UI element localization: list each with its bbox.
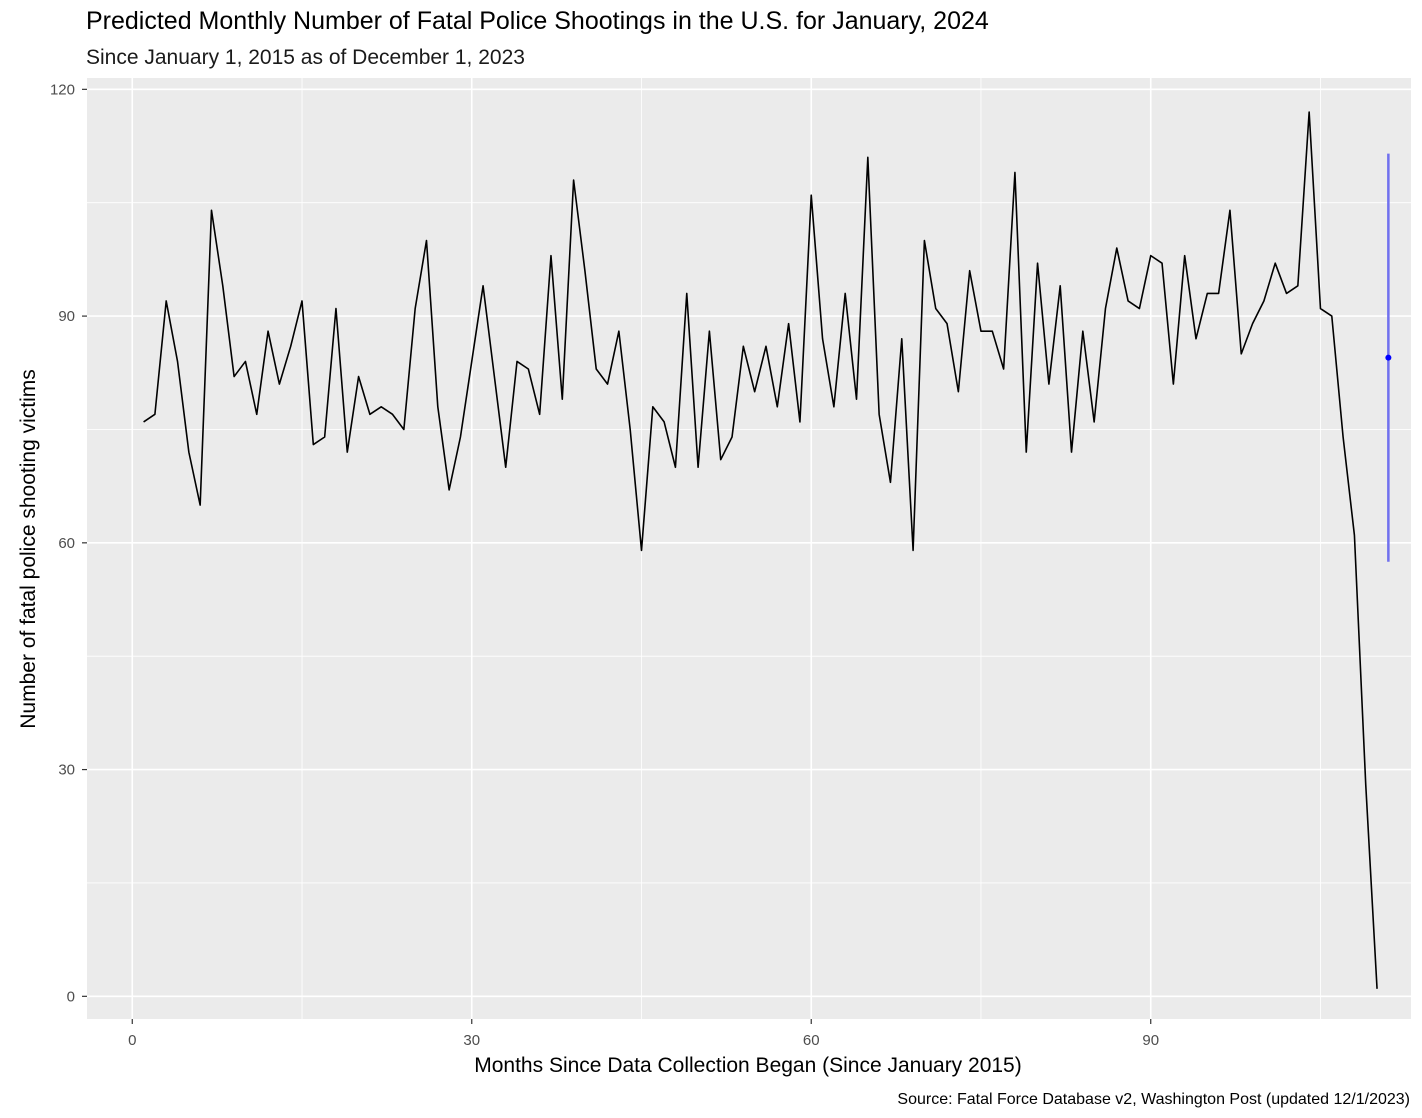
y-axis-ticks: 0 30 60 90 120 [50,81,87,1005]
x-axis-title: Months Since Data Collection Began (Sinc… [474,1054,1021,1077]
y-tick-label: 90 [58,308,75,325]
series-layer [143,111,1378,989]
y-axis-title: Number of fatal police shooting victims [17,369,40,729]
source-caption: Source: Fatal Force Database v2, Washing… [897,1091,1410,1108]
series-line [143,111,1378,989]
x-tick-label: 90 [1142,1032,1159,1049]
x-tick-label: 60 [803,1032,820,1049]
x-tick-label: 30 [463,1032,480,1049]
y-tick-label: 120 [50,81,75,98]
chart-subtitle: Since January 1, 2015 as of December 1, … [86,46,525,69]
plot-panel [87,78,1411,1019]
prediction-layer [1385,153,1392,562]
x-tick-label: 0 [128,1032,136,1049]
chart-title: Predicted Monthly Number of Fatal Police… [86,7,989,35]
x-axis-ticks: 0 30 60 90 [128,1019,1159,1049]
y-tick-label: 60 [58,535,75,552]
y-tick-label: 0 [67,988,75,1005]
major-gridlines [87,78,1411,1019]
y-tick-label: 30 [58,762,75,779]
prediction-point [1385,354,1392,361]
